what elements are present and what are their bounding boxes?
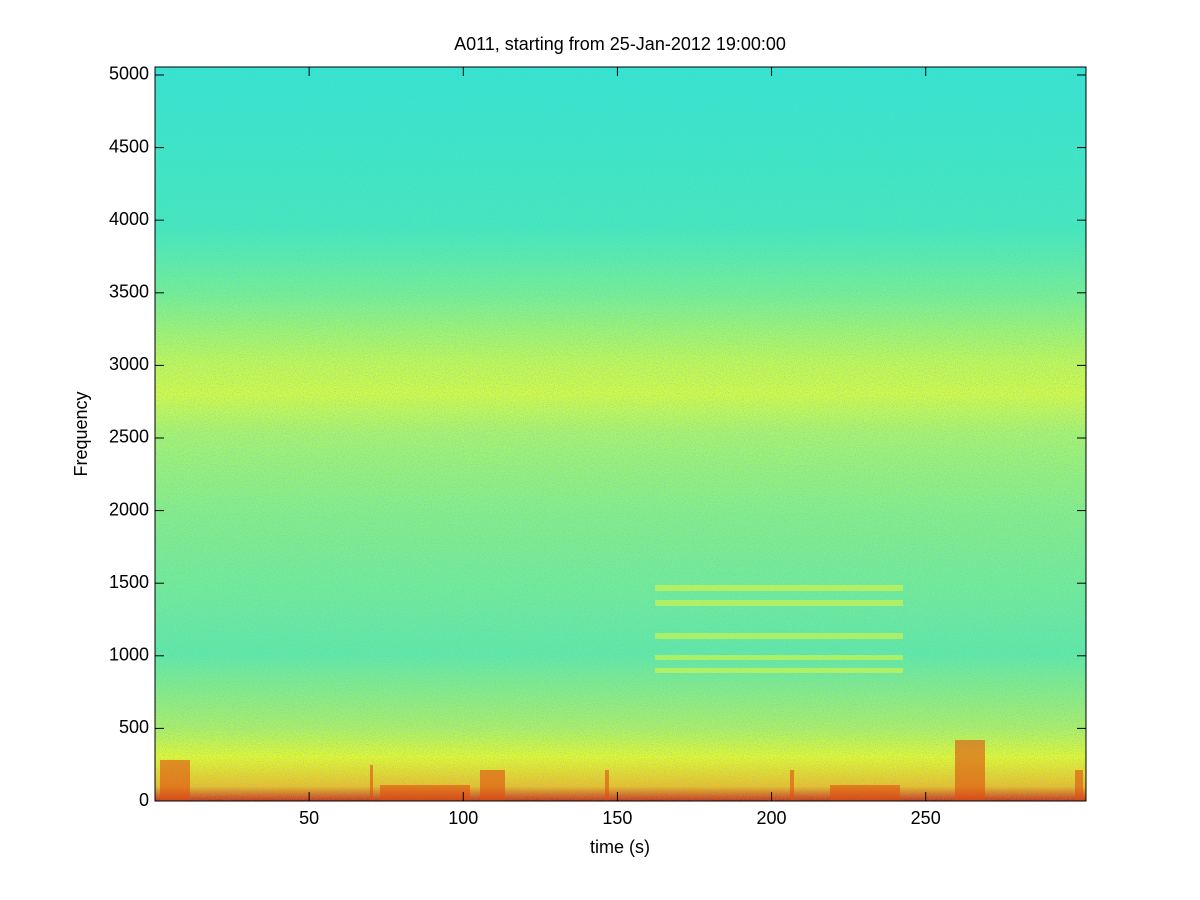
y-tick-label: 4000 [109, 209, 149, 229]
x-tick-label: 100 [448, 808, 478, 828]
chart-title: A011, starting from 25-Jan-2012 19:00:00 [454, 34, 786, 54]
y-tick-label: 3500 [109, 282, 149, 302]
y-tick-label: 2000 [109, 499, 149, 519]
x-tick-label: 50 [299, 808, 319, 828]
y-tick-label: 4500 [109, 136, 149, 156]
y-tick-label: 500 [119, 717, 149, 737]
spectrogram-field [155, 67, 1086, 801]
y-axis-label: Frequency [71, 391, 91, 476]
spectrogram-noise [155, 67, 1086, 801]
x-tick-label: 250 [911, 808, 941, 828]
y-tick-label: 0 [139, 790, 149, 810]
x-tick-label: 200 [757, 808, 787, 828]
y-tick-label: 5000 [109, 64, 149, 84]
harmonic-bands [655, 585, 903, 673]
y-tick-label: 3000 [109, 354, 149, 374]
x-axis-label: time (s) [590, 837, 650, 857]
y-tick-label: 1500 [109, 572, 149, 592]
y-tick-label: 2500 [109, 427, 149, 447]
y-tick-label: 1000 [109, 645, 149, 665]
low-frequency-streaks [160, 740, 1083, 801]
x-tick-label: 150 [602, 808, 632, 828]
plot-frame [154, 66, 1087, 802]
